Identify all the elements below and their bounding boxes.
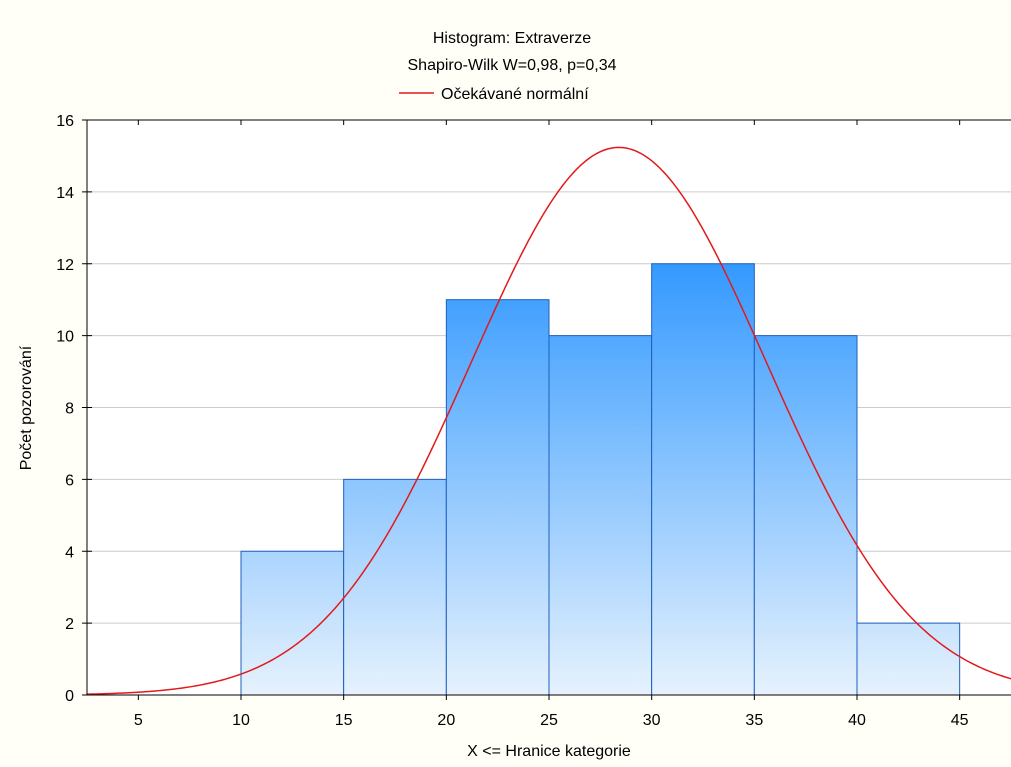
normal-curve xyxy=(87,146,1011,695)
x-tick-label: 30 xyxy=(643,712,661,729)
chart-subtitle: Shapiro-Wilk W=0,98, p=0,34 xyxy=(408,57,617,74)
y-tick-label: 10 xyxy=(56,329,74,346)
x-tick-label: 10 xyxy=(232,712,250,729)
histogram-bar xyxy=(240,550,345,696)
histogram-bar xyxy=(445,299,550,696)
y-tick-label: 16 xyxy=(56,113,74,130)
x-tick-label: 15 xyxy=(335,712,353,729)
x-tick-label: 45 xyxy=(951,712,969,729)
y-tick-label: 12 xyxy=(56,257,74,274)
histogram-bar xyxy=(651,263,755,696)
x-axis-label: X <= Hranice kategorie xyxy=(467,743,631,760)
axes xyxy=(82,119,1011,700)
legend-label: Očekávané normální xyxy=(441,86,589,103)
y-tick-label: 0 xyxy=(65,688,74,705)
histogram-bar xyxy=(548,335,653,696)
y-tick-label: 2 xyxy=(65,616,74,633)
chart-title: Histogram: Extraverze xyxy=(433,30,591,47)
y-tick-label: 8 xyxy=(65,401,74,418)
x-tick-label: 20 xyxy=(437,712,455,729)
y-tick-label: 4 xyxy=(65,544,74,561)
histogram-bar xyxy=(343,478,447,696)
legend: Očekávané normální xyxy=(399,86,589,103)
x-tick-label: 40 xyxy=(848,712,866,729)
y-tick-labels: 0 2 4 6 8 10 12 14 16 xyxy=(56,113,74,705)
y-axis-label: Počet pozorování xyxy=(18,345,35,470)
histogram-bars xyxy=(240,263,961,696)
x-tick-labels: 5 10 15 20 25 30 35 40 45 xyxy=(134,712,969,729)
y-tick-label: 6 xyxy=(65,472,74,489)
y-tick-label: 14 xyxy=(56,185,74,202)
x-tick-label: 35 xyxy=(745,712,763,729)
x-tick-label: 5 xyxy=(134,712,143,729)
histogram-bar xyxy=(856,622,961,696)
histogram-bar xyxy=(753,335,858,696)
x-tick-label: 25 xyxy=(540,712,558,729)
